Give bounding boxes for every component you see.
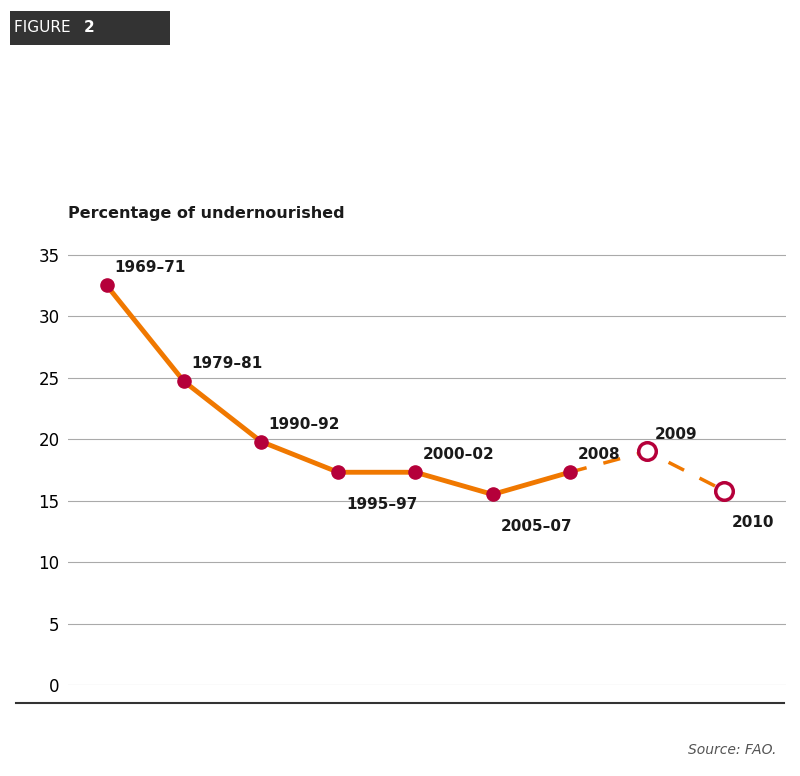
Text: 2005–07: 2005–07 xyxy=(500,519,572,534)
Point xyxy=(178,375,190,387)
Text: Percentage of undernourished: Percentage of undernourished xyxy=(68,206,345,220)
Text: 2008: 2008 xyxy=(578,448,620,462)
Point xyxy=(409,466,422,479)
Point xyxy=(641,445,654,458)
Text: 2: 2 xyxy=(84,20,94,36)
FancyBboxPatch shape xyxy=(10,11,170,45)
Point xyxy=(100,279,113,292)
Text: Source: FAO.: Source: FAO. xyxy=(688,743,776,757)
Text: 1995–97: 1995–97 xyxy=(346,497,418,512)
Point xyxy=(718,484,730,497)
Text: 2000–02: 2000–02 xyxy=(423,448,495,462)
Point xyxy=(486,488,499,501)
Text: 1990–92: 1990–92 xyxy=(269,417,340,431)
Text: FIGURE: FIGURE xyxy=(14,20,76,36)
Text: 1979–81: 1979–81 xyxy=(191,356,262,372)
Text: Proportion of undernourished people in developing
countries, 1969–71 to 2010: Proportion of undernourished people in d… xyxy=(24,95,572,140)
Text: 2010: 2010 xyxy=(732,515,774,530)
Point xyxy=(563,466,576,479)
Point xyxy=(254,435,267,448)
Text: 1969–71: 1969–71 xyxy=(114,261,186,275)
Point xyxy=(332,466,345,479)
Text: 2009: 2009 xyxy=(654,427,698,442)
